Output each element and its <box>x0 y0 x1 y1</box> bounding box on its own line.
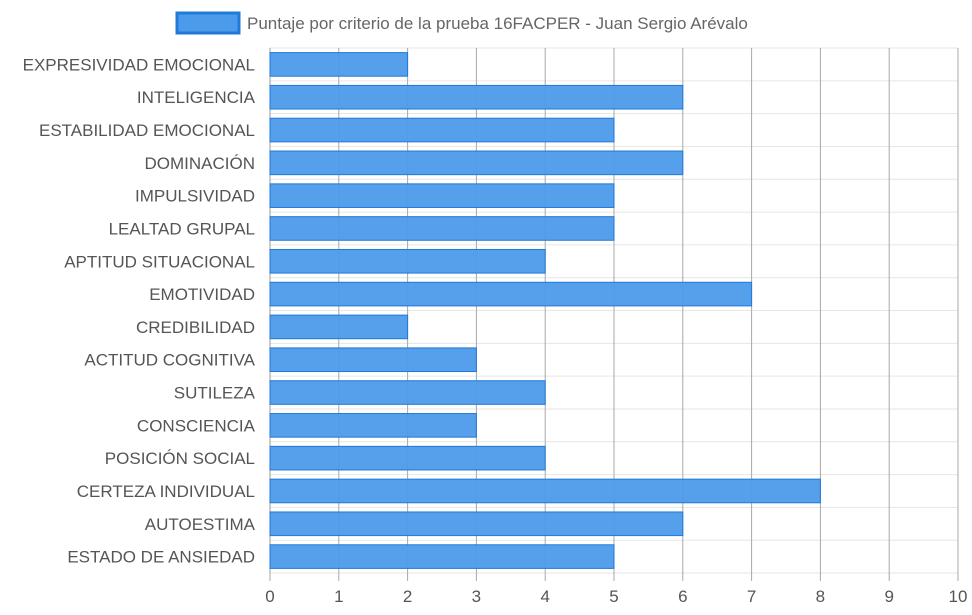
category-label: LEALTAD GRUPAL <box>109 219 255 238</box>
x-tick-label: 7 <box>747 587 756 606</box>
bar[interactable] <box>269 281 753 307</box>
x-tick-label: 9 <box>884 587 893 606</box>
x-tick-label: 4 <box>540 587 549 606</box>
bar[interactable] <box>269 314 409 340</box>
x-tick-label: 6 <box>678 587 687 606</box>
bar[interactable] <box>269 117 615 143</box>
category-label: CERTEZA INDIVIDUAL <box>77 482 255 501</box>
bar[interactable] <box>269 248 546 274</box>
category-label: INTELIGENCIA <box>137 88 256 107</box>
category-label: ACTITUD COGNITIVA <box>84 351 255 370</box>
category-label: SUTILEZA <box>174 384 256 403</box>
bar[interactable] <box>269 216 615 241</box>
legend[interactable]: Puntaje por criterio de la prueba 16FACP… <box>175 11 748 35</box>
category-label: EXPRESIVIDAD EMOCIONAL <box>23 55 255 74</box>
category-label: ESTABILIDAD EMOCIONAL <box>39 121 255 140</box>
x-tick-label: 1 <box>334 587 343 606</box>
category-label: DOMINACIÓN <box>145 154 256 173</box>
bar[interactable] <box>269 52 409 77</box>
bar[interactable] <box>269 511 684 537</box>
legend-label[interactable]: Puntaje por criterio de la prueba 16FACP… <box>247 14 748 33</box>
bar[interactable] <box>269 413 477 438</box>
category-label: AUTOESTIMA <box>145 515 256 534</box>
category-label: APTITUD SITUACIONAL <box>64 252 255 271</box>
bar[interactable] <box>269 478 821 504</box>
x-axis-tick-labels: 0 1 2 3 4 5 6 7 8 9 10 <box>265 587 967 606</box>
bar[interactable] <box>269 544 615 569</box>
bar[interactable] <box>269 150 684 176</box>
bar[interactable] <box>269 445 546 471</box>
category-labels: EXPRESIVIDAD EMOCIONAL INTELIGENCIA ESTABI… <box>23 55 256 566</box>
category-label: POSICIÓN SOCIAL <box>105 449 255 468</box>
bar[interactable] <box>269 183 615 208</box>
bars <box>269 52 821 569</box>
x-tick-label: 5 <box>609 587 618 606</box>
category-label: ESTADO DE ANSIEDAD <box>67 548 255 567</box>
bar[interactable] <box>269 380 546 405</box>
category-label: CONSCIENCIA <box>137 416 256 435</box>
x-tick-label: 2 <box>403 587 412 606</box>
legend-swatch[interactable] <box>175 11 241 35</box>
x-tick-label: 8 <box>816 587 825 606</box>
category-label: EMOTIVIDAD <box>149 285 255 304</box>
bar[interactable] <box>269 347 477 373</box>
x-tick-label: 0 <box>265 587 274 606</box>
bar[interactable] <box>269 84 684 110</box>
category-label: CREDIBILIDAD <box>136 318 255 337</box>
category-label: IMPULSIVIDAD <box>135 187 255 206</box>
x-tick-label: 3 <box>472 587 481 606</box>
x-tick-label: 10 <box>949 587 968 606</box>
